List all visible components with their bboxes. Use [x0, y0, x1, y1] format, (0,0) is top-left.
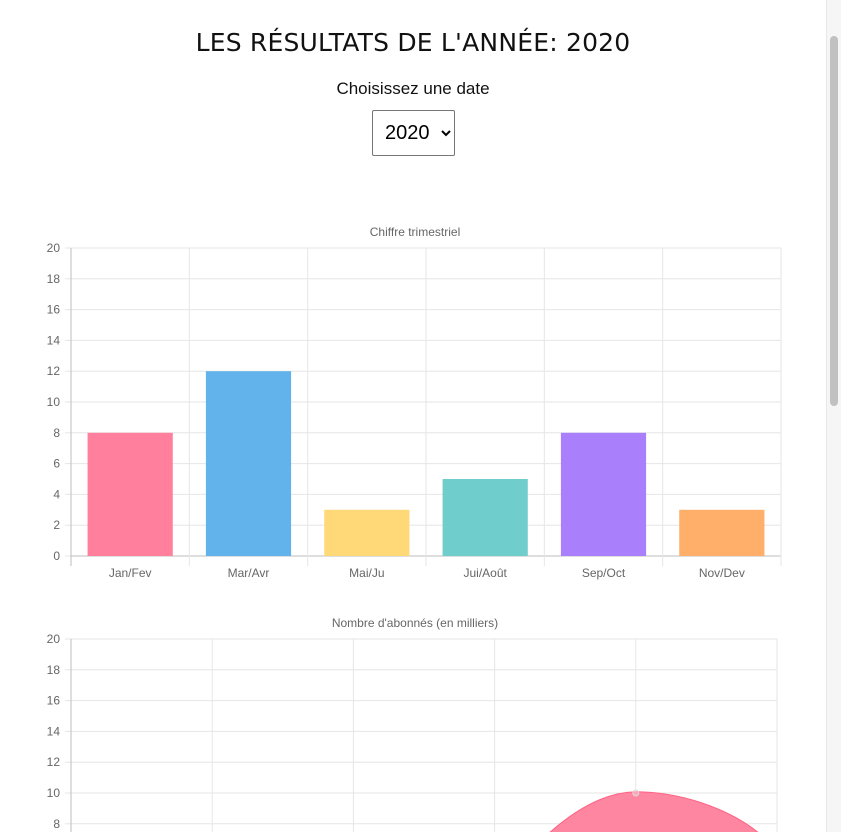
y-tick-label: 6	[53, 457, 60, 471]
y-tick-label: 4	[53, 487, 60, 501]
y-tick-label: 12	[47, 755, 61, 769]
bar[interactable]	[442, 479, 528, 556]
date-label: Choisissez une date	[336, 79, 490, 98]
y-tick-label: 2	[53, 518, 60, 532]
y-tick-label: 16	[47, 303, 61, 317]
y-tick-label: 14	[47, 333, 61, 347]
x-tick-label: Mar/Avr	[228, 566, 270, 580]
bar-chart-bars	[87, 371, 765, 556]
y-tick-label: 18	[47, 663, 61, 677]
y-tick-label: 18	[47, 272, 61, 286]
y-tick-label: 10	[47, 395, 61, 409]
x-tick-label: Nov/Dev	[699, 566, 745, 580]
bar[interactable]	[205, 371, 292, 556]
bar[interactable]	[87, 432, 173, 556]
y-tick-label: 16	[47, 694, 61, 708]
data-point[interactable]	[632, 789, 640, 797]
y-tick-label: 0	[53, 549, 60, 563]
chart-title-quarterly: Chiffre trimestriel	[370, 225, 460, 239]
y-tick-label: 20	[47, 632, 61, 646]
y-tick-label: 10	[47, 786, 61, 800]
bar-chart-grid	[65, 247, 782, 566]
year-select[interactable]: 2020	[372, 110, 455, 156]
area-chart-subscribers: Nombre d'abonnés (en milliers) 8 10 12 14 16…	[47, 616, 778, 832]
bar-chart-quarterly: Chiffre trimestriel 0 2 4 6 8 10 12 14 16 18 20 Ja…	[47, 225, 782, 580]
x-tick-label: Jan/Fev	[109, 566, 152, 580]
y-tick-label: 20	[47, 241, 61, 255]
x-tick-label: Sep/Oct	[582, 566, 626, 580]
x-tick-label: Mai/Ju	[349, 566, 384, 580]
area-chart-y-ticks: 8 10 12 14 16 18 20	[47, 632, 61, 831]
y-tick-label: 8	[53, 426, 60, 440]
scrollbar-thumb[interactable]	[830, 36, 838, 406]
page-title: LES RÉSULTATS DE L'ANNÉE: 2020	[195, 28, 631, 57]
area-chart-series	[548, 789, 760, 832]
bar[interactable]	[324, 509, 410, 556]
bar[interactable]	[560, 432, 647, 556]
y-tick-label: 8	[53, 817, 60, 831]
area-series[interactable]	[548, 791, 760, 832]
bar[interactable]	[679, 509, 765, 556]
y-tick-label: 14	[47, 724, 61, 738]
chart-title-subscribers: Nombre d'abonnés (en milliers)	[332, 616, 498, 630]
y-tick-label: 12	[47, 364, 61, 378]
bar-chart-y-ticks: 0 2 4 6 8 10 12 14 16 18 20	[47, 241, 61, 563]
bar-chart-x-ticks: Jan/Fev Mar/Avr Mai/Ju Jui/Août Sep/Oct Nov/D…	[109, 566, 745, 580]
x-tick-label: Jui/Août	[463, 566, 507, 580]
